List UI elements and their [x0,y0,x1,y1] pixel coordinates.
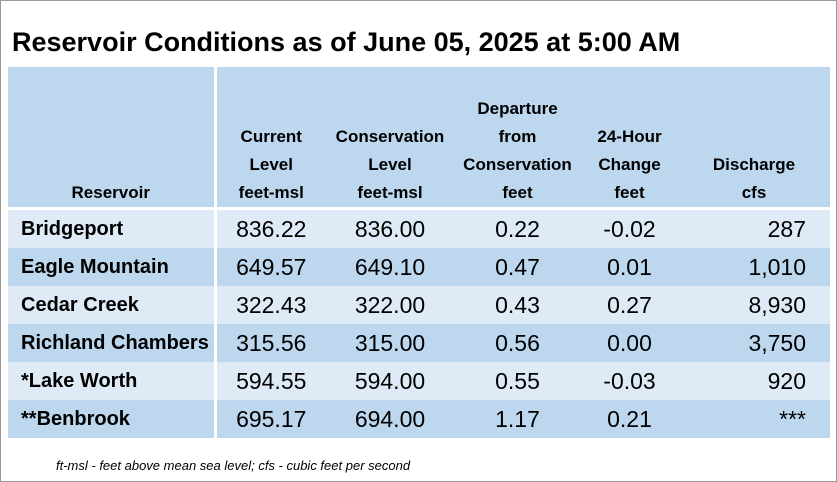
reservoir-name: *Lake Worth [8,362,217,400]
current-level-value: 649.57 [215,248,326,286]
departure-value: 0.55 [454,362,581,400]
conservation-level-value: 315.00 [326,324,454,362]
change-value: 0.27 [581,286,678,324]
departure-value: 0.47 [454,248,581,286]
reservoir-name: Eagle Mountain [8,248,217,286]
header-24-hour-change: 24-Hour Change feet [581,67,678,209]
discharge-value: 920 [678,362,830,400]
table-row: Eagle Mountain 649.57 649.10 0.47 0.01 1… [8,248,830,286]
header-reservoir: Reservoir [8,67,217,209]
reservoir-name: Cedar Creek [8,286,217,324]
discharge-value: *** [678,400,830,438]
current-level-value: 322.43 [215,286,326,324]
conservation-level-value: 594.00 [326,362,454,400]
change-value: -0.03 [581,362,678,400]
table-row: Cedar Creek 322.43 322.00 0.43 0.27 8,93… [8,286,830,324]
reservoir-name: Bridgeport [8,207,217,248]
conservation-level-value: 836.00 [326,207,454,248]
conservation-level-value: 649.10 [326,248,454,286]
header-departure: Departure from Conservation feet [454,67,581,209]
departure-value: 0.56 [454,324,581,362]
header-conservation-level: Conservation Level feet-msl [326,67,454,209]
header-current-level: Current Level feet-msl [215,67,326,209]
change-value: -0.02 [581,207,678,248]
change-value: 0.00 [581,324,678,362]
table-row: *Lake Worth 594.55 594.00 0.55 -0.03 920 [8,362,830,400]
current-level-value: 836.22 [215,207,326,248]
discharge-value: 287 [678,207,830,248]
current-level-value: 695.17 [215,400,326,438]
departure-value: 1.17 [454,400,581,438]
departure-value: 0.43 [454,286,581,324]
table-row: Richland Chambers 315.56 315.00 0.56 0.0… [8,324,830,362]
header-discharge: Discharge cfs [678,67,830,209]
change-value: 0.01 [581,248,678,286]
departure-value: 0.22 [454,207,581,248]
reservoir-table: Reservoir Current Level feet-msl Conserv… [8,67,830,438]
change-value: 0.21 [581,400,678,438]
discharge-value: 3,750 [678,324,830,362]
discharge-value: 1,010 [678,248,830,286]
table-header-row: Reservoir Current Level feet-msl Conserv… [8,67,830,209]
reservoir-name: Richland Chambers [8,324,217,362]
conservation-level-value: 694.00 [326,400,454,438]
discharge-value: 8,930 [678,286,830,324]
table-row: **Benbrook 695.17 694.00 1.17 0.21 *** [8,400,830,438]
reservoir-name: **Benbrook [8,400,217,438]
current-level-value: 594.55 [215,362,326,400]
conservation-level-value: 322.00 [326,286,454,324]
table-row: Bridgeport 836.22 836.00 0.22 -0.02 287 [8,207,830,248]
footnote: ft-msl - feet above mean sea level; cfs … [56,458,411,473]
current-level-value: 315.56 [215,324,326,362]
page-title: Reservoir Conditions as of June 05, 2025… [12,27,681,57]
